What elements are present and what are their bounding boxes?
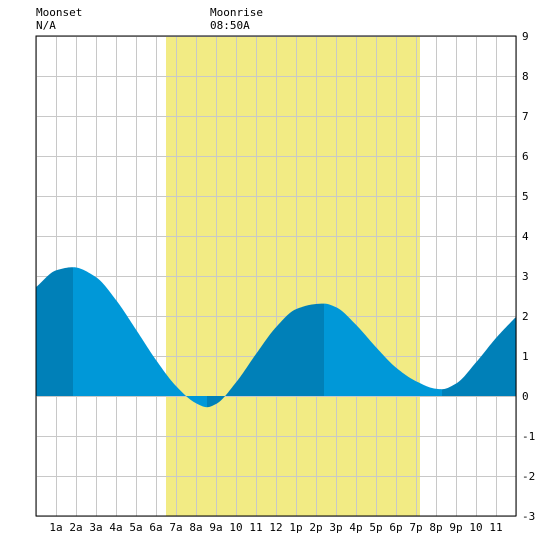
tide-area-rising bbox=[207, 303, 324, 408]
y-tick-label: 7 bbox=[522, 110, 529, 123]
y-tick-label: -3 bbox=[522, 510, 535, 523]
y-tick-label: -2 bbox=[522, 470, 535, 483]
x-tick-label: 5a bbox=[129, 521, 142, 534]
x-tick-label: 10 bbox=[229, 521, 242, 534]
x-tick-label: 4p bbox=[349, 521, 362, 534]
y-tick-label: 8 bbox=[522, 70, 529, 83]
x-tick-label: 4a bbox=[109, 521, 122, 534]
y-tick-label: -1 bbox=[522, 430, 535, 443]
x-tick-label: 11 bbox=[489, 521, 502, 534]
x-tick-label: 7p bbox=[409, 521, 422, 534]
tide-area-falling bbox=[73, 267, 207, 408]
y-tick-label: 5 bbox=[522, 190, 529, 203]
x-tick-label: 6a bbox=[149, 521, 162, 534]
x-tick-label: 5p bbox=[369, 521, 382, 534]
x-tick-label: 1a bbox=[49, 521, 62, 534]
tide-area-rising bbox=[36, 267, 73, 396]
moonset-time: N/A bbox=[36, 19, 56, 32]
y-tick-label: 0 bbox=[522, 390, 529, 403]
x-tick-label: 8a bbox=[189, 521, 202, 534]
y-tick-label: 9 bbox=[522, 30, 529, 43]
x-tick-label: 3a bbox=[89, 521, 102, 534]
y-tick-label: 1 bbox=[522, 350, 529, 363]
x-tick-label: 9a bbox=[209, 521, 222, 534]
x-tick-label: 11 bbox=[249, 521, 262, 534]
x-tick-label: 12 bbox=[269, 521, 282, 534]
x-tick-label: 2a bbox=[69, 521, 82, 534]
x-tick-label: 2p bbox=[309, 521, 322, 534]
plot-border bbox=[35, 35, 517, 517]
x-tick-label: 10 bbox=[469, 521, 482, 534]
y-tick-label: 6 bbox=[522, 150, 529, 163]
moonrise-time: 08:50A bbox=[210, 19, 250, 32]
x-tick-label: 8p bbox=[429, 521, 442, 534]
tide-area-falling bbox=[324, 303, 442, 396]
moonrise-label: Moonrise bbox=[210, 6, 263, 19]
moonset-label: Moonset bbox=[36, 6, 82, 19]
tide-area-rising bbox=[442, 316, 516, 396]
y-tick-label: 3 bbox=[522, 270, 529, 283]
y-tick-label: 2 bbox=[522, 310, 529, 323]
x-tick-label: 1p bbox=[289, 521, 302, 534]
y-tick-label: 4 bbox=[522, 230, 529, 243]
x-tick-label: 9p bbox=[449, 521, 462, 534]
x-tick-label: 6p bbox=[389, 521, 402, 534]
x-tick-label: 7a bbox=[169, 521, 182, 534]
x-tick-label: 3p bbox=[329, 521, 342, 534]
